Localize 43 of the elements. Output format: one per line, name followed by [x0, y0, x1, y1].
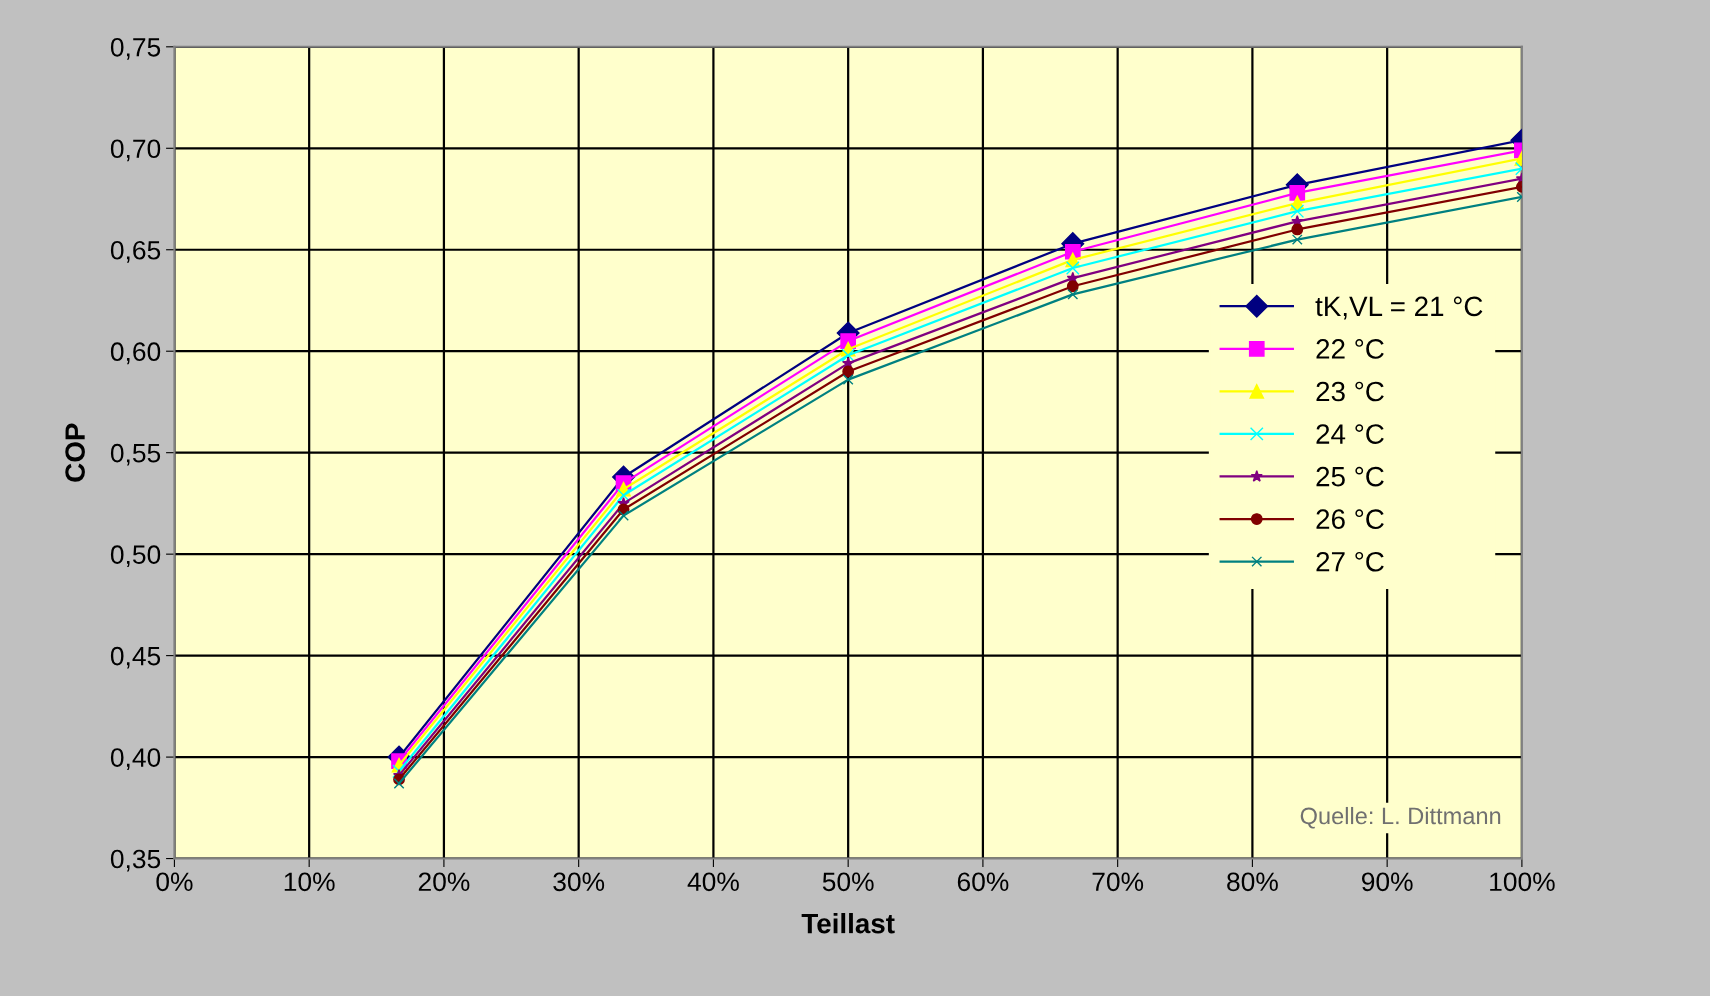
- point: [618, 510, 629, 522]
- point: [842, 365, 855, 378]
- point: [842, 374, 854, 386]
- y-tick-label: 0,55: [110, 443, 161, 466]
- point: [393, 778, 405, 789]
- y-tick-label: 0,35: [110, 849, 161, 872]
- y-tick-label: 0,40: [110, 748, 161, 771]
- point: [1065, 261, 1080, 275]
- legend-label: 27 °C: [1316, 551, 1384, 572]
- point: [1291, 223, 1304, 236]
- x-tick-label: 80%: [1227, 872, 1278, 892]
- y-tick-label: 0,65: [110, 240, 161, 263]
- x-tick-label: 30%: [553, 872, 605, 892]
- x-tick-label: 50%: [822, 872, 874, 892]
- point: [1290, 204, 1305, 219]
- point: [841, 348, 856, 363]
- point: [616, 488, 631, 503]
- x-tick-label: 40%: [687, 872, 739, 892]
- point: [1067, 288, 1079, 300]
- point: [1291, 234, 1303, 246]
- y-tick-label: 0,50: [110, 545, 161, 568]
- point: [1289, 185, 1306, 201]
- x-axis-title: Teillast: [801, 913, 895, 934]
- annotation: Quelle: L. Dittmann: [1300, 806, 1501, 829]
- x-tick-label: 70%: [1092, 872, 1144, 892]
- y-tick-label: 0,45: [110, 646, 161, 669]
- legend-label: 23 °C: [1316, 381, 1384, 402]
- point: [1066, 280, 1079, 293]
- x-tick-label: 90%: [1361, 872, 1413, 892]
- y-tick-label: 0,70: [110, 139, 161, 162]
- y-tick-label: 0,75: [110, 37, 161, 60]
- x-tick-label: 60%: [957, 872, 1009, 892]
- x-tick-label: 10%: [284, 872, 335, 892]
- y-axis-title: COP: [65, 423, 85, 482]
- y-tick-label: 0,60: [110, 342, 161, 365]
- x-tick-label: 20%: [418, 872, 470, 892]
- legend-label: 22 °C: [1316, 339, 1384, 359]
- x-tick-label: 0%: [156, 872, 193, 892]
- legend-label: tK,VL = 21 °C: [1315, 296, 1483, 320]
- legend-label: 24 °C: [1316, 424, 1384, 444]
- legend-label: 26 °C: [1316, 509, 1384, 530]
- x-tick-label: 100%: [1490, 872, 1555, 892]
- legend-label: 25 °C: [1316, 466, 1384, 487]
